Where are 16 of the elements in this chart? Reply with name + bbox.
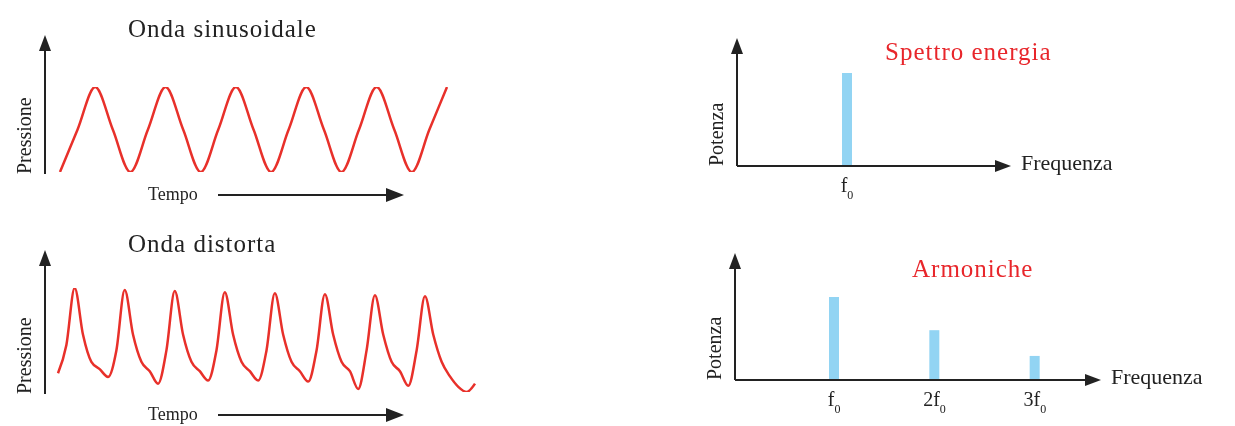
x-tick-label: f$_{0}$	[840, 174, 854, 202]
x-tick-label: f$_{0}$	[827, 388, 841, 416]
chart-title: Onda distorta	[128, 230, 277, 258]
x-axis-title: Frequenza	[1021, 150, 1113, 176]
y-axis-title: Pressione	[12, 97, 36, 174]
x-axis-title: Tempo	[148, 404, 198, 425]
x-axis-title: Tempo	[148, 184, 198, 205]
x-tick-label: 3f$_{0}$	[1023, 388, 1047, 416]
x-tick-label: 2f$_{0}$	[923, 388, 946, 416]
y-axis-title: Potenza	[704, 102, 728, 166]
chart-title: Armoniche	[912, 255, 1034, 283]
chart-title: Onda sinusoidale	[128, 15, 317, 43]
y-axis-title: Pressione	[12, 317, 36, 394]
chart-title: Spettro energia	[885, 38, 1052, 66]
x-axis-title: Frequenza	[1111, 364, 1203, 390]
y-axis-title: Potenza	[702, 316, 726, 380]
